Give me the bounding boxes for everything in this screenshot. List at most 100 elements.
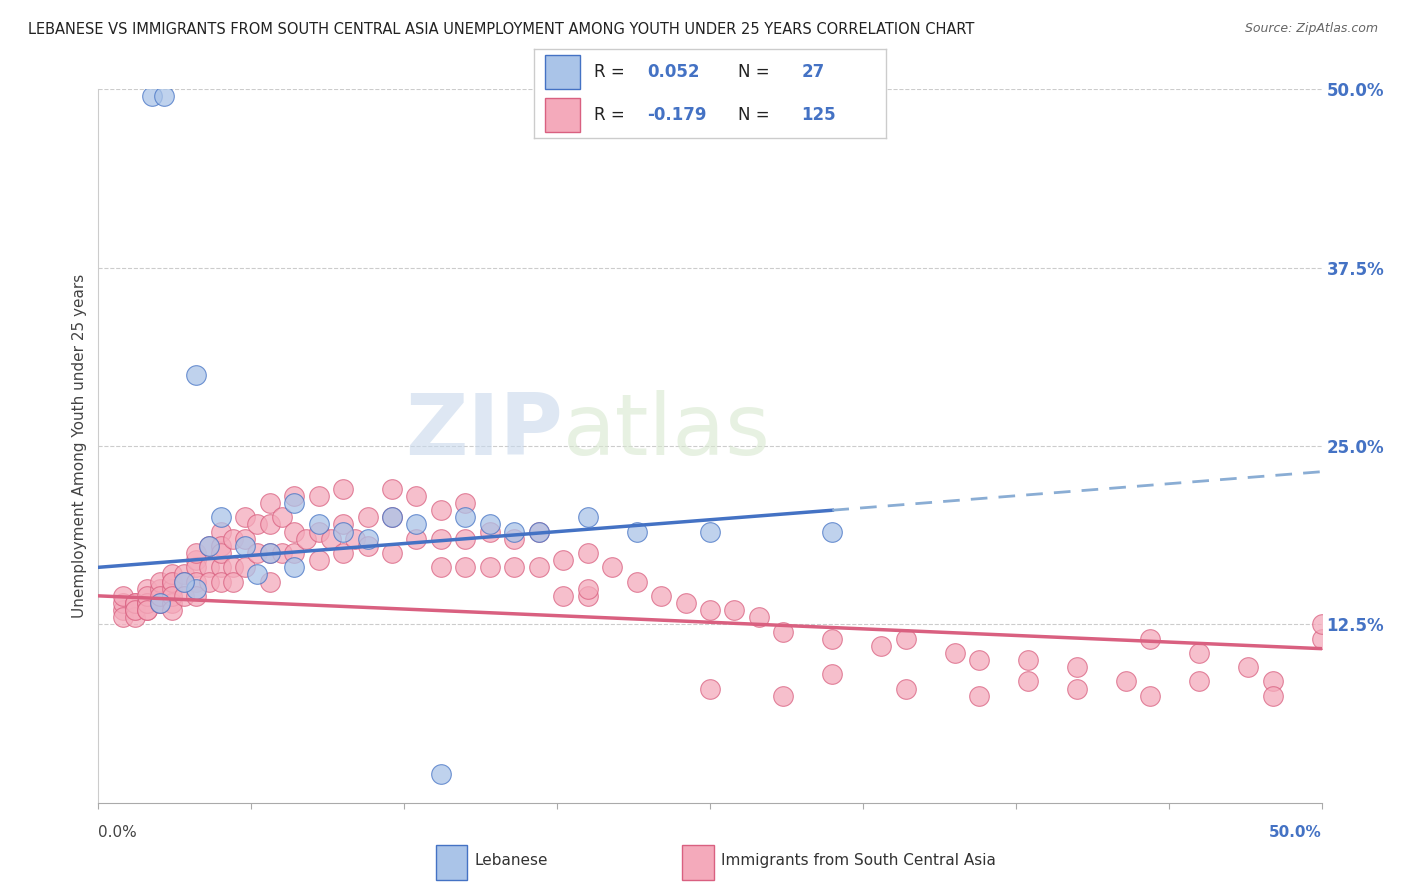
Point bbox=[894, 681, 917, 696]
Point bbox=[197, 539, 219, 553]
Point bbox=[124, 603, 146, 617]
Text: R =: R = bbox=[593, 106, 630, 124]
Point bbox=[160, 574, 183, 589]
Point bbox=[430, 503, 453, 517]
Point bbox=[136, 589, 159, 603]
Point bbox=[454, 510, 477, 524]
Text: Source: ZipAtlas.com: Source: ZipAtlas.com bbox=[1244, 22, 1378, 36]
Point bbox=[160, 589, 183, 603]
Point bbox=[186, 589, 208, 603]
Point bbox=[430, 560, 453, 574]
Point bbox=[430, 767, 453, 781]
Point bbox=[576, 546, 599, 560]
Point bbox=[124, 596, 146, 610]
Point bbox=[576, 582, 599, 596]
Point bbox=[356, 510, 378, 524]
Point bbox=[748, 610, 770, 624]
Y-axis label: Unemployment Among Youth under 25 years: Unemployment Among Youth under 25 years bbox=[72, 274, 87, 618]
Text: 0.0%: 0.0% bbox=[98, 825, 138, 840]
Point bbox=[1188, 674, 1211, 689]
Text: N =: N = bbox=[738, 106, 775, 124]
Point bbox=[650, 589, 672, 603]
Point bbox=[1310, 632, 1333, 646]
Point bbox=[209, 546, 232, 560]
Bar bbox=[544, 55, 579, 89]
Point bbox=[209, 510, 232, 524]
Point bbox=[149, 582, 172, 596]
Point bbox=[136, 603, 159, 617]
Bar bbox=[544, 98, 579, 132]
Point bbox=[186, 553, 208, 567]
Point bbox=[136, 596, 159, 610]
Point bbox=[454, 496, 477, 510]
Point bbox=[1261, 689, 1284, 703]
Point bbox=[699, 681, 721, 696]
Point bbox=[1237, 660, 1260, 674]
Point bbox=[405, 517, 427, 532]
Point bbox=[1261, 674, 1284, 689]
Point bbox=[173, 574, 195, 589]
Point bbox=[405, 489, 427, 503]
Point bbox=[723, 603, 745, 617]
Point bbox=[821, 667, 844, 681]
Text: 0.052: 0.052 bbox=[647, 63, 699, 81]
Point bbox=[344, 532, 367, 546]
Point bbox=[246, 546, 269, 560]
Text: 50.0%: 50.0% bbox=[1268, 825, 1322, 840]
Point bbox=[160, 596, 183, 610]
Point bbox=[626, 524, 648, 539]
Point bbox=[149, 596, 172, 610]
Point bbox=[233, 532, 256, 546]
Point bbox=[233, 560, 256, 574]
Point bbox=[381, 482, 404, 496]
Point bbox=[111, 589, 134, 603]
Point bbox=[1188, 646, 1211, 660]
Point bbox=[576, 510, 599, 524]
Point bbox=[308, 517, 330, 532]
Point bbox=[967, 653, 990, 667]
Point bbox=[675, 596, 697, 610]
Point bbox=[283, 496, 305, 510]
Point bbox=[699, 524, 721, 539]
Point bbox=[149, 574, 172, 589]
Point bbox=[124, 596, 146, 610]
Point bbox=[209, 524, 232, 539]
Point bbox=[197, 574, 219, 589]
Point bbox=[160, 582, 183, 596]
Point bbox=[186, 560, 208, 574]
Bar bbox=[682, 845, 713, 880]
Point bbox=[233, 539, 256, 553]
Point bbox=[141, 89, 163, 103]
Point bbox=[381, 546, 404, 560]
Point bbox=[197, 560, 219, 574]
Point bbox=[308, 553, 330, 567]
Point bbox=[772, 689, 794, 703]
Point bbox=[197, 539, 219, 553]
Point bbox=[246, 517, 269, 532]
Point bbox=[283, 524, 305, 539]
Point bbox=[283, 560, 305, 574]
Point bbox=[1017, 674, 1039, 689]
Point bbox=[270, 546, 294, 560]
Point bbox=[270, 510, 294, 524]
Point bbox=[772, 624, 794, 639]
Point bbox=[222, 532, 245, 546]
Point bbox=[186, 582, 208, 596]
Point bbox=[600, 560, 623, 574]
Point bbox=[283, 489, 305, 503]
Point bbox=[699, 603, 721, 617]
Point bbox=[160, 574, 183, 589]
Text: 125: 125 bbox=[801, 106, 837, 124]
Point bbox=[821, 524, 844, 539]
Point bbox=[454, 560, 477, 574]
Text: R =: R = bbox=[593, 63, 630, 81]
Point bbox=[283, 546, 305, 560]
Point bbox=[332, 524, 354, 539]
Point bbox=[111, 610, 134, 624]
Point bbox=[1310, 617, 1333, 632]
Point bbox=[1066, 660, 1088, 674]
Point bbox=[1017, 653, 1039, 667]
Point bbox=[111, 596, 134, 610]
Text: -0.179: -0.179 bbox=[647, 106, 706, 124]
Point bbox=[626, 574, 648, 589]
